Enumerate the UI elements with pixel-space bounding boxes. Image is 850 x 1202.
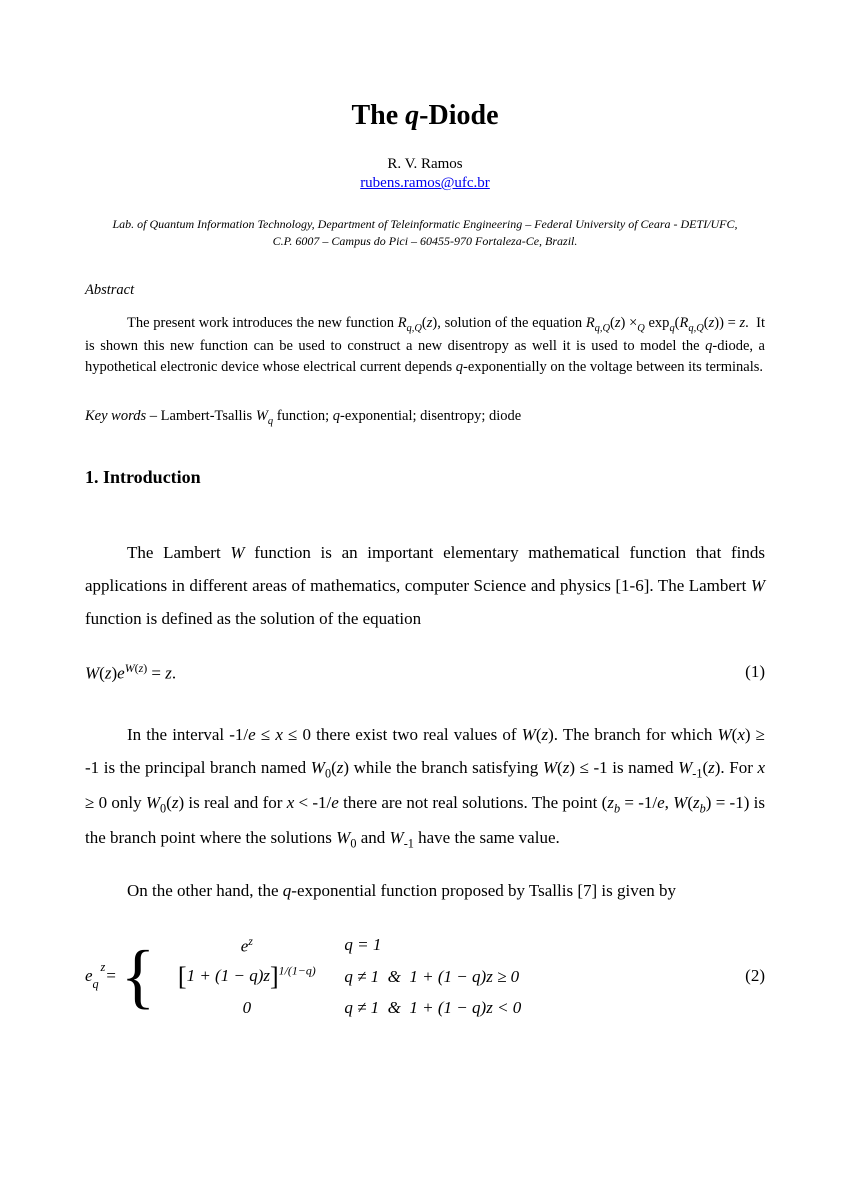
abstract-label: Abstract [85,282,765,299]
title-post: -Diode [419,100,498,131]
author-name: R. V. Ramos [85,156,765,173]
paragraph-2: In the interval -1/e ≤ x ≤ 0 there exist… [85,718,765,857]
equation-1-number: (1) [745,662,765,682]
author-email: rubens.ramos@ufc.br [85,175,765,192]
affiliation-line1: Lab. of Quantum Information Technology, … [112,217,737,231]
paper-title: The q-Diode [85,100,765,132]
email-link[interactable]: rubens.ramos@ufc.br [360,175,490,191]
keywords: Key words – Lambert-Tsallis Wq function;… [85,408,765,427]
affiliation: Lab. of Quantum Information Technology, … [85,216,765,250]
title-pre: The [351,100,405,131]
equation-1: W(z)eW(z) = z. [85,661,176,684]
title-q: q [405,100,419,131]
equation-1-row: W(z)eW(z) = z. (1) [85,661,765,684]
equation-2-row: eqz = { ez q = 1 [1 + (1 − q)z]1/(1−q) q… [85,934,765,1019]
equation-2: eqz = { ez q = 1 [1 + (1 − q)z]1/(1−q) q… [85,934,521,1019]
keywords-label: Key words [85,408,146,424]
affiliation-line2: C.P. 6007 – Campus do Pici – 60455-970 F… [273,234,578,248]
equation-2-number: (2) [745,966,765,986]
abstract-text: The present work introduces the new func… [85,313,765,378]
paragraph-1: The Lambert W function is an important e… [85,536,765,635]
page: The q-Diode R. V. Ramos rubens.ramos@ufc… [0,0,850,1202]
paragraph-3: On the other hand, the q-exponential fun… [85,874,765,907]
section-heading-1: 1. Introduction [85,467,765,488]
